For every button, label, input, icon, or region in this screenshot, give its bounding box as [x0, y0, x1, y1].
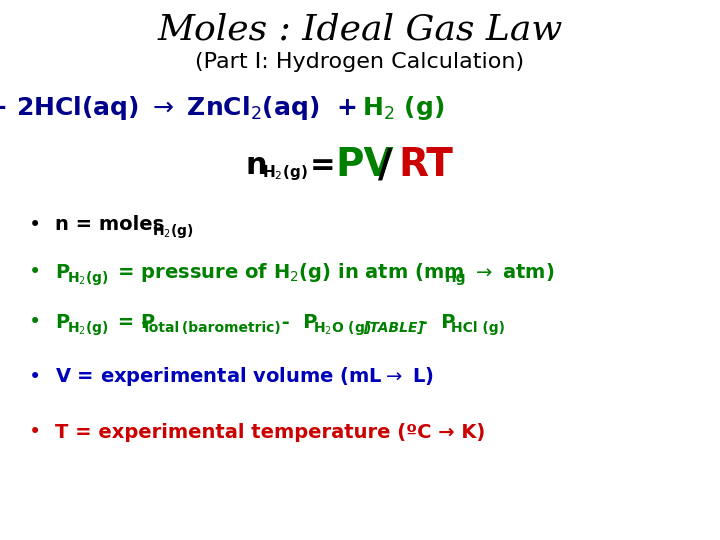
Text: Total: Total [142, 321, 180, 335]
Text: Moles : Ideal Gas Law: Moles : Ideal Gas Law [158, 13, 562, 47]
Text: n: n [245, 151, 266, 179]
Text: n = moles: n = moles [55, 215, 171, 234]
Text: PV: PV [335, 146, 394, 184]
Text: •: • [29, 312, 41, 332]
Text: /: / [378, 146, 392, 184]
Text: $\rightarrow$ atm): $\rightarrow$ atm) [465, 261, 554, 283]
Text: -  P: - P [413, 313, 455, 332]
Text: H$_2$ (g): H$_2$ (g) [362, 94, 444, 122]
Text: =: = [310, 151, 336, 179]
Text: (Part I: Hydrogen Calculation): (Part I: Hydrogen Calculation) [195, 52, 525, 72]
Text: Zn(s) + 2HCl(aq) $\rightarrow$ ZnCl$_2$(aq)  +: Zn(s) + 2HCl(aq) $\rightarrow$ ZnCl$_2$(… [0, 94, 360, 122]
Text: H$_2$(g): H$_2$(g) [67, 269, 109, 287]
Text: V = experimental volume (mL$\rightarrow$ L): V = experimental volume (mL$\rightarrow$… [55, 366, 433, 388]
Text: H$_2$(g): H$_2$(g) [262, 164, 307, 183]
Text: P: P [55, 313, 69, 332]
Text: T = experimental temperature (ºC → K): T = experimental temperature (ºC → K) [55, 422, 485, 442]
Text: •: • [29, 215, 41, 235]
Text: (barometric): (barometric) [177, 321, 281, 335]
Text: RT: RT [398, 146, 453, 184]
Text: = P: = P [111, 313, 155, 332]
Text: •: • [29, 367, 41, 387]
Text: = pressure of H$_2$(g) in atm (mm: = pressure of H$_2$(g) in atm (mm [111, 260, 466, 284]
Text: -  P: - P [275, 313, 318, 332]
Text: •: • [29, 262, 41, 282]
Text: Hg: Hg [445, 271, 467, 285]
Text: HCl (g): HCl (g) [451, 321, 505, 335]
Text: •: • [29, 422, 41, 442]
Text: H$_2$(g): H$_2$(g) [67, 319, 109, 337]
Text: H$_2$O (g): H$_2$O (g) [313, 319, 372, 337]
Text: P: P [55, 262, 69, 281]
Text: [TABLE]: [TABLE] [363, 321, 424, 335]
Text: H$_2$(g): H$_2$(g) [152, 222, 194, 240]
